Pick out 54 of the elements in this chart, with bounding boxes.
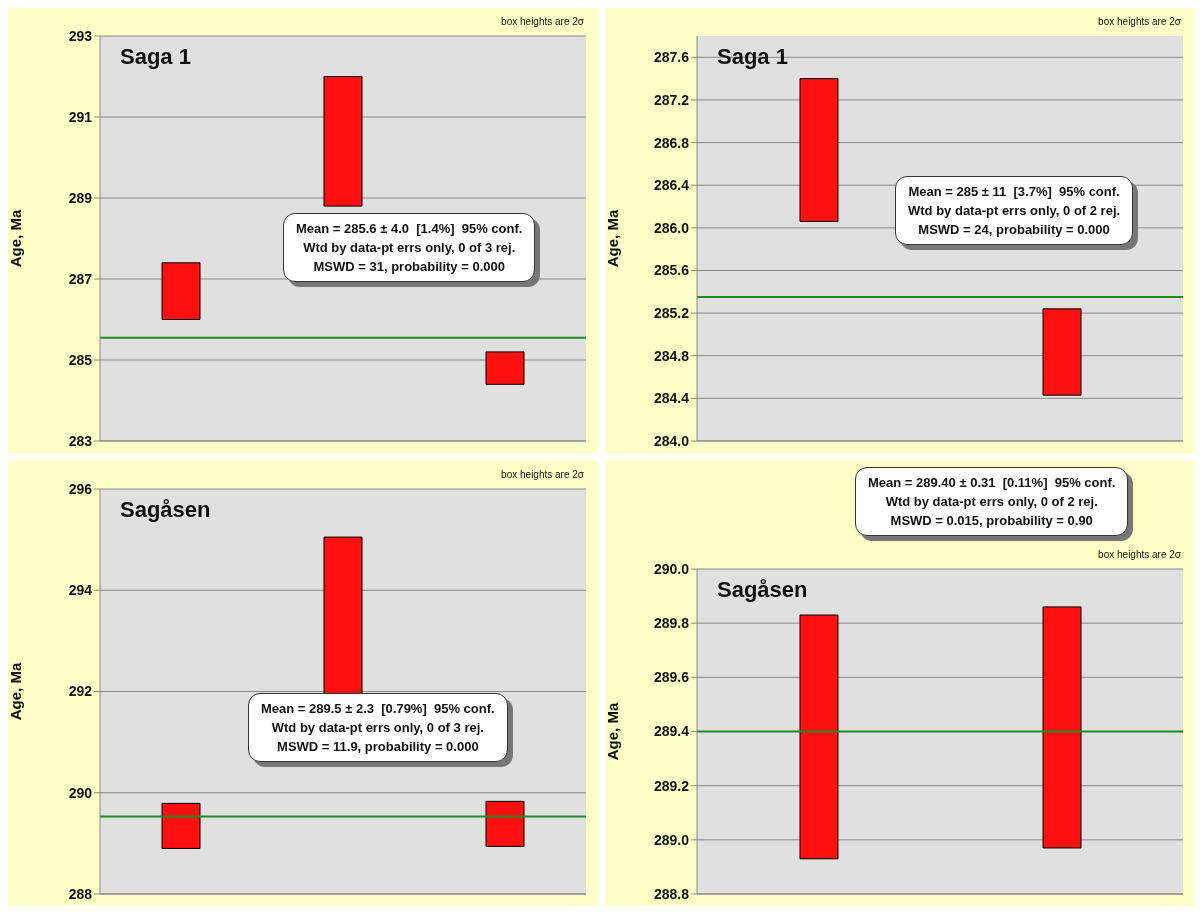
annotation: Wtd by data-pt errs only, 0 of 3 rej. xyxy=(270,719,485,737)
y-tick-label: 285 xyxy=(68,351,93,368)
y-axis-title: Age, Ma xyxy=(7,662,25,721)
y-axis-title: Age, Ma xyxy=(604,702,622,761)
y-tick-label: 288.8 xyxy=(653,885,690,902)
text: box heights are 2σ xyxy=(1098,16,1181,27)
bar xyxy=(161,262,201,320)
y-tick-label: 283 xyxy=(68,432,93,449)
text: box heights are 2σ xyxy=(501,469,584,480)
bar xyxy=(485,800,525,847)
chart-title: Saga 1 xyxy=(120,44,191,70)
chart-title: Sagåsen xyxy=(717,577,808,603)
y-tick-label: 292 xyxy=(68,683,93,700)
annotation: MSWD = 11.9, probability = 0.000 xyxy=(276,738,480,756)
bar xyxy=(161,802,201,849)
y-tick-label: 287 xyxy=(68,270,93,287)
y-axis-title: Age, Ma xyxy=(604,209,622,268)
y-tick-label: 287.2 xyxy=(653,91,690,108)
annotation: Wtd by data-pt errs only, 0 of 3 rej. xyxy=(302,239,517,257)
bar xyxy=(485,351,525,385)
y-tick-label: 284.8 xyxy=(653,347,690,364)
y-tick-label: 289.4 xyxy=(653,723,690,740)
y-tick-label: 296 xyxy=(68,480,93,497)
y-tick-label: 289.0 xyxy=(653,831,690,848)
y-tick-label: 290.0 xyxy=(653,560,690,577)
y-tick-label: 286.8 xyxy=(653,134,690,151)
chart-title: Sagåsen xyxy=(120,497,211,523)
y-tick-label: 286.0 xyxy=(653,219,690,236)
y-tick-label: 289.8 xyxy=(653,615,690,632)
text: box heights are 2σ xyxy=(501,16,584,27)
annotation: Wtd by data-pt errs only, 0 of 2 rej. xyxy=(908,202,1121,220)
y-tick-label: 286.4 xyxy=(653,177,690,194)
annotation: Mean = 285 ± 11 [3.7%] 95% conf. xyxy=(908,183,1121,201)
annotation: Mean = 289.5 ± 2.3 [0.79%] 95% conf. xyxy=(261,700,495,718)
y-tick-label: 285.6 xyxy=(653,262,690,279)
y-tick-label: 289 xyxy=(68,189,93,206)
y-tick-label: 287.6 xyxy=(653,49,690,66)
y-tick-label: 285.2 xyxy=(653,305,690,322)
chart-title: Saga 1 xyxy=(717,44,788,70)
y-tick-label: 288 xyxy=(68,885,93,902)
annotation: Mean = 285.6 ± 4.0 [1.4%] 95% conf. xyxy=(296,220,523,238)
y-tick-label: 284.4 xyxy=(653,390,690,407)
y-tick-label: 290 xyxy=(68,784,93,801)
y-tick-label: 284.0 xyxy=(653,432,690,449)
y-tick-label: 289.6 xyxy=(653,669,690,686)
bar xyxy=(323,76,363,207)
annotation: MSWD = 31, probability = 0.000 xyxy=(312,258,506,276)
y-tick-label: 294 xyxy=(68,582,93,599)
annotation: MSWD = 24, probability = 0.000 xyxy=(917,221,1111,239)
text: box heights are 2σ xyxy=(1098,549,1181,560)
y-tick-label: 291 xyxy=(68,108,93,125)
y-tick-label: 289.2 xyxy=(653,777,690,794)
y-axis-title: Age, Ma xyxy=(7,209,25,268)
y-tick-label: 293 xyxy=(68,27,93,44)
